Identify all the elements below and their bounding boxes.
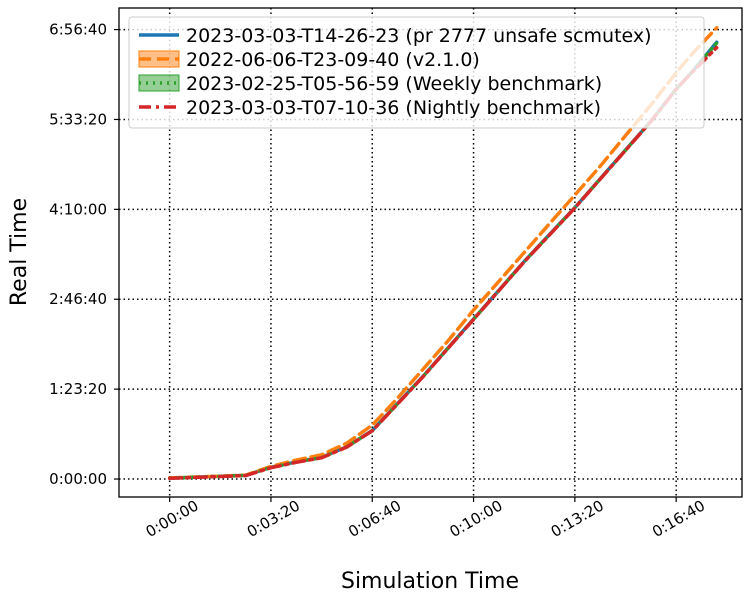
legend-label-2: 2022-06-06-T23-09-40 (v2.1.0) [186,49,480,71]
y-tick-label: 4:10:00 [49,200,107,218]
legend-label-1: 2023-03-03-T14-26-23 (pr 2777 unsafe scm… [186,25,652,47]
y-tick-label: 6:56:40 [49,21,107,39]
y-tick-label: 0:00:00 [49,470,107,488]
legend-label-3: 2023-02-25-T05-56-59 (Weekly benchmark) [186,73,602,95]
legend-box [128,16,705,129]
x-axis-title: Simulation Time [341,569,519,594]
legend-label-4: 2023-03-03-T07-10-36 (Nightly benchmark) [186,97,601,119]
y-tick-label: 1:23:20 [49,380,107,398]
legend: 2023-03-03-T14-26-23 (pr 2777 unsafe scm… [128,16,705,129]
legend-patch-3 [138,74,180,92]
legend-items: 2023-03-03-T14-26-23 (pr 2777 unsafe scm… [138,25,652,119]
plot-frame [118,7,743,498]
y-axis-title: Real Time [7,198,32,306]
series-line-4 [167,45,719,481]
y-tick-label: 2:46:40 [49,290,107,308]
y-tick-label: 5:33:20 [49,110,107,128]
